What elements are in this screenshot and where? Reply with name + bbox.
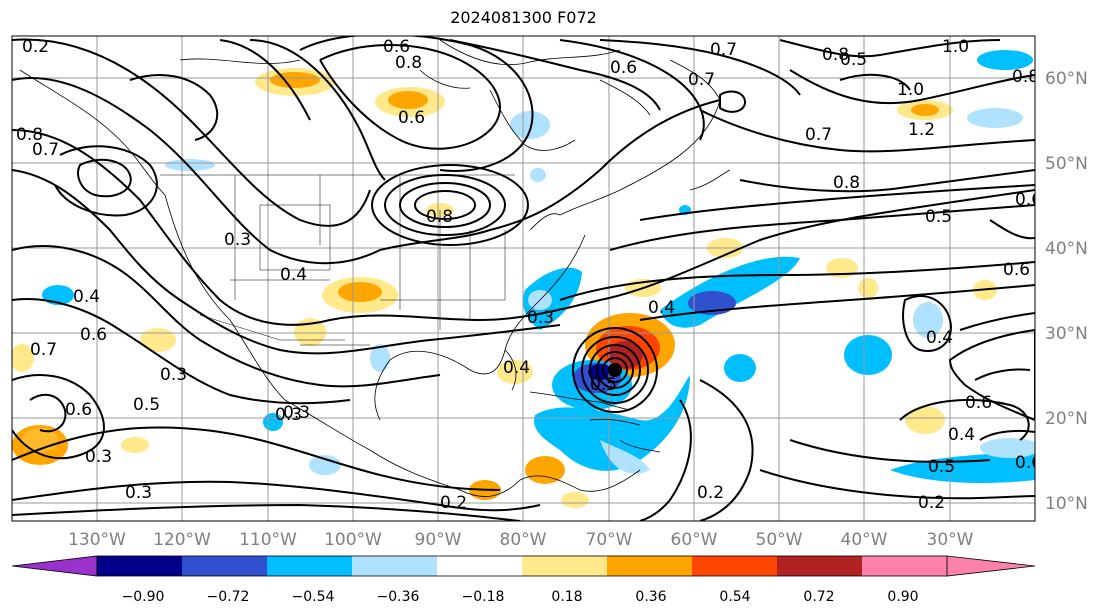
coastlines bbox=[19, 39, 731, 497]
contour-label: 0.3 bbox=[160, 365, 187, 385]
contour-label: 0.8 bbox=[16, 125, 43, 145]
lon-tick-label: 70°W bbox=[586, 530, 633, 550]
contour-label: 0.8 bbox=[395, 53, 422, 73]
contour-label: 0.3 bbox=[283, 403, 310, 423]
contour-label: 0.5 bbox=[590, 375, 617, 395]
contour-label: 0.8 bbox=[426, 207, 453, 227]
lat-tick-label: 30°N bbox=[1045, 324, 1088, 344]
colorbar-tick-label: −0.72 bbox=[207, 589, 250, 605]
colorbar-extend-high bbox=[946, 555, 1036, 577]
contour-label: 0.4 bbox=[948, 425, 975, 445]
lon-tick-label: 100°W bbox=[324, 530, 382, 550]
colorbar-tick-label: 0.54 bbox=[719, 589, 750, 605]
contour-label: 0.6 bbox=[610, 58, 637, 78]
contour-label: 0.3 bbox=[224, 230, 251, 250]
contour-label: 0.6 bbox=[965, 393, 992, 413]
plot-frame bbox=[11, 35, 1036, 522]
map-title: 2024081300 F072 bbox=[450, 8, 597, 27]
lon-tick-label: 40°W bbox=[841, 530, 888, 550]
colorbar-tick-label: −0.90 bbox=[122, 589, 165, 605]
colorbar-segment bbox=[97, 556, 182, 576]
contour-label: 0.6 bbox=[1003, 260, 1030, 280]
colorbar-tick-label: −0.54 bbox=[292, 589, 335, 605]
lon-tick-label: 50°W bbox=[756, 530, 803, 550]
contour-label: 0.8 bbox=[822, 45, 849, 65]
contour-lines bbox=[12, 36, 1035, 521]
lat-tick-label: 60°N bbox=[1045, 69, 1088, 89]
contour-label: 0.4 bbox=[73, 287, 100, 307]
contour-label: 0.4 bbox=[648, 298, 675, 318]
contour-label: 0.7 bbox=[688, 70, 715, 90]
contour-label: 0.3 bbox=[85, 447, 112, 467]
contour-label: 0.6 bbox=[80, 325, 107, 345]
contour-label: 0.3 bbox=[125, 483, 152, 503]
contour-label: 0.4 bbox=[926, 328, 953, 348]
contour-label: 0.4 bbox=[503, 358, 530, 378]
contour-label: 0.2 bbox=[22, 37, 49, 57]
colorbar-segment bbox=[862, 556, 947, 576]
contour-label: 0.5 bbox=[928, 457, 955, 477]
contour-label: 1.0 bbox=[897, 80, 924, 100]
colorbar-tick-label: −0.18 bbox=[462, 589, 505, 605]
colorbar-segment bbox=[352, 556, 437, 576]
colorbar-tick-label: 0.90 bbox=[887, 589, 918, 605]
lon-tick-label: 30°W bbox=[927, 530, 974, 550]
contour-label: 0.6 bbox=[1015, 190, 1042, 210]
contour-label: 0.5 bbox=[133, 395, 160, 415]
colorbar-tick-label: −0.36 bbox=[377, 589, 420, 605]
colorbar-segment bbox=[692, 556, 777, 576]
colorbar-tick-label: 0.36 bbox=[635, 589, 666, 605]
latitude-axis: 60°N 50°N 40°N 30°N 20°N 10°N bbox=[1045, 69, 1088, 514]
lon-tick-label: 120°W bbox=[153, 530, 211, 550]
longitude-axis: 130°W 120°W 110°W 100°W 90°W 80°W 70°W 6… bbox=[68, 530, 974, 550]
contour-label: 0.2 bbox=[918, 493, 945, 513]
colorbar-extend-low bbox=[11, 555, 98, 577]
contour-label: 0.3 bbox=[275, 405, 302, 425]
lon-tick-label: 110°W bbox=[239, 530, 297, 550]
colorbar-segment bbox=[607, 556, 692, 576]
contour-label-group: 0.2 0.6 0.8 0.7 0.8 0.6 0.7 0.5 1.0 0.8 … bbox=[16, 37, 1042, 513]
contour-label: 0.4 bbox=[280, 265, 307, 285]
colorbar-tick-label: 0.72 bbox=[803, 589, 834, 605]
contour-label: 0.8 bbox=[833, 173, 860, 193]
colorbar-segment bbox=[267, 556, 352, 576]
contour-label: 0.7 bbox=[710, 40, 737, 60]
lon-tick-label: 90°W bbox=[415, 530, 462, 550]
lat-tick-label: 40°N bbox=[1045, 239, 1088, 259]
contour-label: 0.5 bbox=[840, 50, 867, 70]
colorbar-segment bbox=[182, 556, 267, 576]
colorbar: −0.90 −0.72 −0.54 −0.36 −0.18 0.18 0.36 … bbox=[11, 555, 1036, 605]
colorbar-segment bbox=[437, 556, 522, 576]
colorbar-tick-label: 0.18 bbox=[551, 589, 582, 605]
lat-tick-label: 10°N bbox=[1045, 494, 1088, 514]
lon-tick-label: 130°W bbox=[68, 530, 126, 550]
contour-label: 0.7 bbox=[32, 140, 59, 160]
contour-label: 1.2 bbox=[908, 120, 935, 140]
colorbar-segment bbox=[777, 556, 862, 576]
contour-label: 0.2 bbox=[440, 493, 467, 513]
lat-tick-label: 50°N bbox=[1045, 154, 1088, 174]
contour-label: 0.5 bbox=[925, 207, 952, 227]
storm-center bbox=[608, 363, 622, 377]
contour-label: 0.8 bbox=[1012, 67, 1039, 87]
contour-label: 0.3 bbox=[527, 308, 554, 328]
contour-label: 0.6 bbox=[398, 108, 425, 128]
lat-tick-label: 20°N bbox=[1045, 409, 1088, 429]
colorbar-segment bbox=[522, 556, 607, 576]
contour-label: 0.7 bbox=[805, 125, 832, 145]
lon-tick-label: 80°W bbox=[500, 530, 547, 550]
contour-label: 1.0 bbox=[942, 37, 969, 57]
contour-label: 0.2 bbox=[697, 483, 724, 503]
lon-tick-label: 60°W bbox=[671, 530, 718, 550]
contour-label: 0.6 bbox=[383, 37, 410, 57]
contour-label: 0.7 bbox=[30, 340, 57, 360]
contour-label: 0.6 bbox=[1015, 453, 1042, 473]
contour-label: 0.6 bbox=[65, 400, 92, 420]
